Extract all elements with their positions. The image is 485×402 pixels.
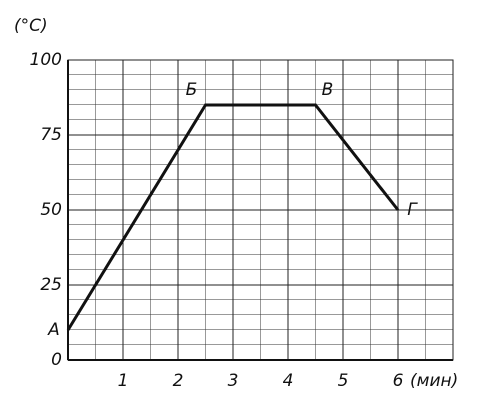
y-tick-label: 75 [40,125,62,145]
x-tick-label: 3 [228,371,239,391]
point-label: Б [186,80,198,100]
point-label: Г [407,200,418,220]
x-tick-label: 2 [173,371,184,391]
x-tick-label: 1 [118,371,129,391]
y-tick-label: 25 [40,275,62,295]
x-tick-label: 5 [338,371,349,391]
line [66,103,400,331]
y-tick-label: 100 [30,50,62,70]
y-tick-label: 0 [51,350,62,370]
point-label: А [47,320,60,340]
y-axis-label: (°C) [14,16,48,36]
point-label: В [322,80,334,100]
x-tick-label: 4 [283,371,294,391]
x-tick-label: 6 [393,371,404,391]
y-tick-label: 50 [40,200,62,220]
x-axis-label: (мин) [410,371,458,391]
